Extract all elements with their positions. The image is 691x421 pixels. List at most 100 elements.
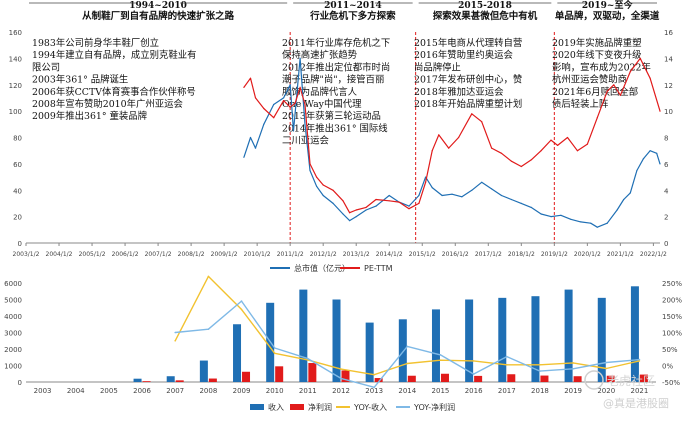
- market-cap-point: [570, 218, 572, 220]
- pe-ttm-point: [263, 107, 265, 110]
- legend-label-pe: PE-TTM: [364, 264, 393, 273]
- pe-ttm-point: [471, 113, 473, 115]
- revenue-bar: [564, 289, 573, 382]
- yoy-revenue-point: [605, 367, 608, 370]
- revenue-bar: [431, 309, 440, 382]
- top-x-tick-label: 2008/1/2: [178, 251, 205, 258]
- bottom-x-tick-label: 2012: [332, 387, 350, 395]
- bottom-x-tick-label: 2006: [133, 387, 151, 395]
- bottom-y-left-tick-label: 5000: [4, 297, 22, 305]
- pe-ttm-point: [629, 71, 631, 73]
- yoy-revenue-point: [240, 308, 243, 311]
- yoy-net-profit-point: [174, 331, 176, 334]
- market-cap-point: [309, 169, 311, 172]
- bottom-x-tick-label: 2013: [365, 387, 383, 395]
- top-y-right-tick-label: 16: [664, 29, 673, 37]
- annotation-line: 影响，宣布成为2022年: [552, 61, 651, 73]
- revenue-bar: [630, 286, 639, 382]
- pe-ttm-point: [639, 57, 641, 60]
- annotation-line: 服饰为品牌代言人: [282, 86, 358, 98]
- phase-period: 1994~2010: [129, 1, 187, 11]
- market-cap-point: [243, 156, 245, 158]
- pe-ttm-point: [481, 121, 483, 123]
- net-profit-bar: [440, 373, 449, 382]
- top-y-right-tick-label: 12: [664, 82, 673, 90]
- top-axes: 0 20 40 60 80 100 120 140 160 0 2 4 6 8 10 12 14 16 2003/1…: [9, 29, 674, 258]
- market-cap-point: [642, 158, 645, 160]
- bottom-x-tick-label: 2011: [299, 387, 317, 395]
- yoy-net-profit-point: [240, 300, 243, 302]
- top-x-tick-label: 2006/1/2: [112, 251, 139, 258]
- legend-label-yoy-revenue: YOY-收入: [353, 402, 387, 412]
- yoy-revenue-point: [273, 352, 276, 355]
- pe-ttm-point: [530, 159, 532, 161]
- bottom-y-right-tick-label: 250%: [662, 280, 682, 288]
- annotation-line: 2003年361° 品牌诞生: [32, 74, 128, 86]
- phase-period: 2015-2018: [458, 1, 512, 11]
- pe-ttm-point: [254, 97, 257, 99]
- yoy-net-profit-point: [506, 355, 508, 358]
- top-x-tick-label: 2003/1/2: [13, 251, 40, 258]
- yoy-net-profit-point: [273, 347, 276, 349]
- market-cap-point: [355, 216, 357, 218]
- pe-ttm-point: [425, 181, 427, 183]
- bottom-x-tick-label: 2005: [100, 387, 118, 395]
- net-profit-bar: [142, 381, 151, 382]
- bottom-y-right-tick-label: -50%: [662, 379, 680, 387]
- top-series-lines: [243, 57, 661, 228]
- market-cap-point: [596, 226, 598, 228]
- yoy-revenue-point: [340, 368, 342, 370]
- yoy-net-profit-point: [472, 373, 475, 375]
- annotation-line: 限公司: [32, 62, 60, 73]
- revenue-bar: [199, 360, 208, 382]
- pe-ttm-point: [540, 150, 542, 152]
- revenue-bar: [299, 289, 308, 382]
- legend-label-net-profit: 净利润: [308, 402, 332, 412]
- net-profit-bar: [474, 375, 483, 382]
- yoy-net-profit-point: [605, 361, 608, 364]
- bottom-x-tick-label: 2015: [432, 387, 450, 395]
- bottom-y-right-tick-label: 100%: [662, 330, 682, 338]
- legend-swatch-revenue: [250, 404, 264, 410]
- net-profit-bar: [308, 363, 317, 382]
- bottom-y-left-tick-label: 4000: [4, 313, 22, 321]
- bottom-x-tick-label: 2010: [266, 387, 284, 395]
- bottom-y-right-tick-label: 150%: [662, 313, 682, 321]
- bottom-axes: 0 1000 2000 3000 4000 5000 6000 -50% 0% 50% 100% 15…: [4, 280, 682, 395]
- net-profit-bar: [606, 375, 615, 382]
- net-profit-bar: [175, 380, 184, 382]
- top-y-right-tick-label: 2: [664, 214, 668, 222]
- pe-ttm-point: [613, 84, 615, 86]
- net-profit-bar: [407, 375, 416, 382]
- bottom-x-tick-label: 2009: [233, 387, 251, 395]
- yoy-revenue-point: [539, 364, 541, 366]
- yoy-net-profit-point: [572, 368, 574, 370]
- yoy-revenue-point: [207, 275, 210, 278]
- market-cap-point: [365, 209, 367, 211]
- pe-ttm-point: [550, 139, 552, 141]
- annotation-line: 2016年赞助里约奥运会: [414, 49, 513, 61]
- pe-ttm-point: [309, 163, 311, 165]
- bottom-legend: 收入 净利润 YOY-收入 YOY-净利润: [250, 402, 455, 412]
- revenue-bar: [332, 299, 341, 382]
- pe-ttm-point: [606, 90, 608, 92]
- market-cap-point: [408, 205, 410, 207]
- net-profit-bar: [639, 374, 648, 382]
- top-x-tick-label: 2007/1/2: [145, 251, 172, 258]
- watermark-top-text: 老虎社区: [607, 373, 655, 388]
- bottom-y-left-tick-label: 6000: [4, 280, 22, 288]
- annotation-line: 潮子品牌"尚"，接管百丽: [282, 74, 384, 86]
- market-cap-point: [292, 130, 295, 132]
- revenue-bar: [365, 322, 374, 382]
- annotation-line: 2013年获第三轮运动品: [282, 110, 381, 122]
- market-cap-point: [491, 188, 493, 190]
- annotation-line: 2019年实施品牌重塑: [552, 37, 641, 49]
- yoy-net-profit-point: [539, 370, 541, 372]
- net-profit-bar: [275, 366, 284, 382]
- market-cap-point: [431, 187, 433, 189]
- market-cap-point: [425, 176, 427, 178]
- market-cap-point: [342, 213, 344, 215]
- pe-ttm-point: [294, 102, 296, 104]
- phase-title: 探索效果甚微但危中有机: [433, 10, 538, 22]
